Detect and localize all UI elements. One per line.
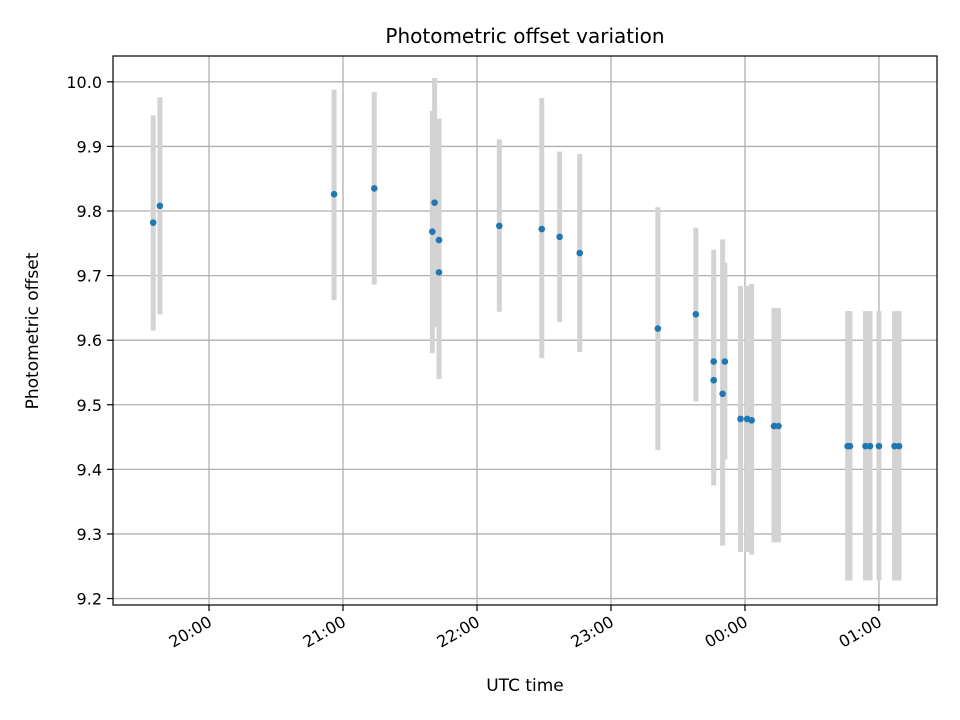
y-tick-label: 9.6 [77,331,102,350]
y-axis-label: Photometric offset [23,252,43,409]
y-tick-label: 9.3 [77,525,102,544]
data-point [431,199,438,206]
y-tick-label: 9.8 [77,202,102,221]
data-point [496,222,503,230]
x-axis-label: UTC time [486,676,564,696]
data-point [370,185,378,192]
data-point [538,225,546,233]
data-point [435,269,443,276]
y-tick-label: 9.9 [77,137,102,156]
data-point [737,415,744,423]
y-axis: 9.2 9.3 9.4 9.5 9.6 9.7 9.8 9.9 10.0 [66,73,113,609]
y-tick-label: 9.5 [77,396,102,415]
data-point [895,442,903,450]
data-point [149,219,157,226]
data-point [721,358,729,365]
data-point [156,202,164,210]
data-point [710,376,717,384]
data-point [710,358,717,365]
plot-frame [112,55,938,606]
data-point [429,228,436,235]
data-point [719,390,726,398]
data-point [654,325,662,332]
data-point [435,236,443,244]
data-point [576,249,584,257]
y-tick-label: 9.4 [77,460,102,479]
data-point [330,190,338,198]
data-point [692,311,700,318]
chart-title: Photometric offset variation [385,24,664,48]
y-tick-label: 9.2 [77,590,102,609]
data-point [775,422,782,430]
y-tick-label: 10.0 [66,73,102,92]
data-points [149,185,903,450]
data-point [875,442,883,450]
data-point [846,442,854,450]
data-point [556,233,563,241]
y-tick-label: 9.7 [77,267,102,286]
data-point [748,416,755,424]
data-point [866,442,874,450]
